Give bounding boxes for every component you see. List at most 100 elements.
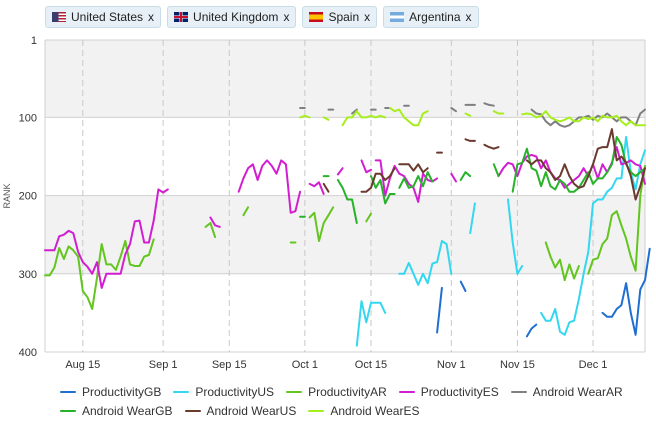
- legend-label: Android WearUS: [206, 403, 297, 418]
- x-tick-label: Nov 1: [437, 359, 466, 371]
- es-flag-icon: [309, 12, 324, 22]
- y-tick-label: 100: [19, 112, 37, 124]
- legend-item-android-weargb[interactable]: Android WearGB: [60, 404, 173, 418]
- series-line-productivityus: [507, 198, 524, 275]
- series-line-productivityus: [398, 240, 453, 286]
- series-line-android-wearar: [450, 107, 457, 113]
- series-line-android-weares: [341, 110, 387, 127]
- series-line-android-wearus: [360, 167, 396, 193]
- filter-chip-united-states[interactable]: United States x: [45, 6, 162, 28]
- legend-swatch: [308, 409, 325, 412]
- legend-label: ProductivityES: [420, 384, 499, 399]
- us-flag-icon: [52, 12, 66, 22]
- series-line-productivityes: [360, 159, 372, 174]
- legend-item-android-weares[interactable]: Android WearES: [308, 404, 419, 418]
- legend-swatch: [173, 390, 190, 393]
- series-line-android-weargb: [336, 179, 358, 224]
- series-line-productivitygb: [436, 286, 443, 334]
- series-line-android-weares: [492, 110, 505, 115]
- series-line-android-weares: [464, 112, 472, 117]
- remove-filter-icon[interactable]: x: [465, 10, 472, 24]
- legend-label: ProductivityUS: [195, 384, 275, 399]
- y-tick-label: 400: [19, 347, 37, 359]
- filter-chip-label: United States: [71, 10, 144, 24]
- x-tick-label: Sep 1: [149, 359, 178, 371]
- series-line-productivityar: [44, 238, 155, 310]
- series-line-android-wearar: [530, 108, 646, 128]
- filter-chip-argentina[interactable]: Argentina x: [383, 6, 479, 28]
- legend-item-productivityar[interactable]: ProductivityAR: [286, 385, 387, 399]
- x-tick-label: Dec 1: [579, 359, 608, 371]
- remove-filter-icon[interactable]: x: [148, 10, 155, 24]
- legend-swatch: [184, 409, 201, 412]
- y-axis-title: RANK: [2, 183, 12, 208]
- legend-label: ProductivityGB: [82, 384, 162, 399]
- series-line-android-weares: [388, 107, 429, 127]
- gb-flag-icon: [174, 12, 189, 22]
- series-line-android-wearus: [525, 128, 646, 201]
- series-line-productivitygb: [525, 323, 538, 338]
- series-line-android-weares: [521, 110, 646, 127]
- series-line-android-wearus: [398, 163, 429, 174]
- series-line-productivitygb: [459, 280, 467, 292]
- rank-line-chart: 1 100 200 300 400 Aug 15 Sep 1 Sep 15 Oct 1 Oct 1…: [2, 35, 651, 371]
- x-tick-label: Aug 15: [65, 359, 100, 371]
- filter-chip-united-kingdom[interactable]: United Kingdom x: [167, 6, 297, 28]
- series-line-productivityes: [308, 181, 325, 195]
- series-line-android-weares: [322, 116, 330, 121]
- y-tick-label: 1: [31, 35, 37, 47]
- x-tick-label: Sep 15: [212, 359, 247, 371]
- legend-label: Android WearES: [330, 403, 420, 418]
- legend-label: Android WearAR: [532, 384, 623, 399]
- legend-swatch: [286, 390, 303, 393]
- series-line-productivityar: [544, 241, 580, 282]
- series-line-productivityar: [365, 212, 372, 223]
- filter-chip-label: Argentina: [409, 10, 461, 24]
- legend-item-android-wearus[interactable]: Android WearUS: [184, 403, 297, 418]
- series-line-android-weargb: [459, 171, 472, 181]
- series-line-android-weares: [299, 114, 311, 119]
- legend-item-productivitygb[interactable]: ProductivityGB: [60, 385, 161, 399]
- series-line-productivityar: [587, 164, 646, 275]
- filter-chip-label: Spain: [328, 10, 360, 24]
- series-line-android-weargb: [492, 163, 500, 178]
- legend-label: Android WearGB: [82, 403, 173, 418]
- series-line-productivitygb: [601, 247, 651, 336]
- filter-chip-label: United Kingdom: [193, 10, 279, 24]
- legend-item-productivityes[interactable]: ProductivityES: [398, 384, 499, 399]
- series-line-android-wearus: [464, 138, 476, 142]
- legend-item-android-wearar[interactable]: Android WearAR: [510, 384, 623, 399]
- series-line-productivityar: [242, 206, 250, 217]
- series-line-productivityes: [237, 159, 302, 214]
- filter-chip-spain[interactable]: Spain x: [302, 6, 378, 28]
- chart-legend: ProductivityGB ProductivityUS Productivity…: [60, 382, 650, 420]
- x-tick-label: Oct 1: [292, 359, 318, 371]
- series-line-android-wearus: [483, 143, 500, 150]
- remove-filter-icon[interactable]: x: [364, 10, 371, 24]
- legend-item-productivityus[interactable]: ProductivityUS: [173, 385, 274, 399]
- remove-filter-icon[interactable]: x: [283, 10, 290, 24]
- series-line-android-wearus: [322, 182, 330, 193]
- grid-band: [45, 40, 645, 118]
- x-tick-label: Oct 15: [355, 359, 387, 371]
- legend-swatch: [510, 390, 527, 393]
- legend-swatch: [60, 409, 76, 412]
- legend-swatch: [60, 390, 76, 393]
- series-line-android-wearar: [483, 102, 495, 107]
- country-filter-bar: United States x United Kingdom x Spain x…: [45, 6, 479, 28]
- y-tick-label: 200: [19, 191, 37, 203]
- series-line-productivityes: [209, 216, 221, 228]
- legend-swatch: [398, 390, 415, 393]
- grid-band: [45, 195, 645, 274]
- series-line-android-weargb: [398, 171, 434, 189]
- legend-label: ProductivityAR: [308, 384, 387, 399]
- series-line-productivityes: [336, 167, 344, 176]
- grid-band: [45, 273, 645, 352]
- series-line-productivityus: [540, 136, 646, 336]
- series-line-productivityus: [469, 202, 476, 235]
- series-line-productivityar: [204, 222, 217, 239]
- series-line-productivityes: [450, 172, 457, 183]
- series-line-productivityes: [44, 188, 169, 289]
- ar-flag-icon: [390, 12, 405, 22]
- series-line-productivityar: [308, 206, 335, 242]
